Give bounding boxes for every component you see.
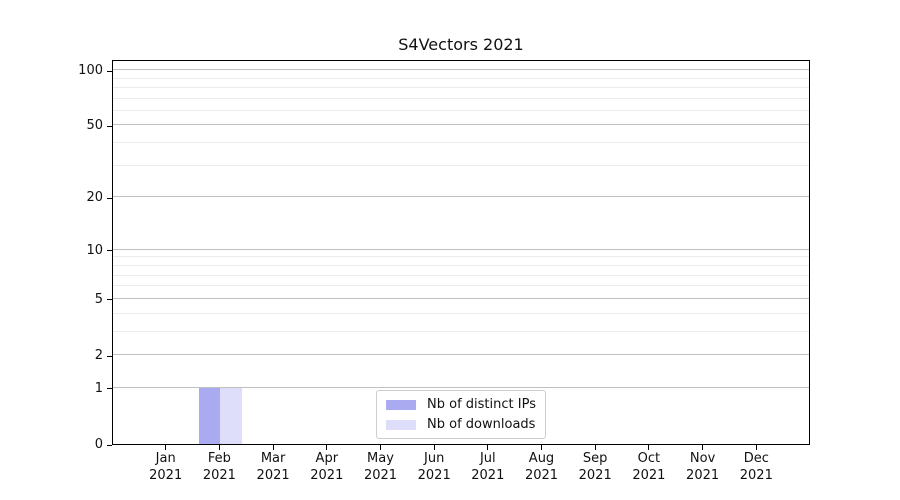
x-tick-label-year: 2021 bbox=[202, 468, 236, 483]
x-tick-dec bbox=[755, 445, 757, 450]
bar-nb-of-distinct-ips-feb bbox=[198, 387, 221, 444]
y-tick-label-10: 10 bbox=[86, 242, 103, 258]
x-tick-label-month: Sep bbox=[582, 451, 608, 466]
x-tick-aug bbox=[541, 445, 542, 450]
x-tick-label-may: May 2021 bbox=[349, 450, 413, 484]
x-tick-sep bbox=[594, 445, 596, 450]
x-tick-label-oct: Oct 2021 bbox=[617, 450, 681, 484]
y-minor-gridline-4 bbox=[113, 312, 809, 314]
x-tick-label-year: 2021 bbox=[256, 468, 290, 483]
y-minor-gridline-6 bbox=[113, 285, 809, 287]
legend-swatch-nb-of-distinct-ips bbox=[386, 399, 417, 410]
x-tick-nov bbox=[702, 445, 704, 450]
x-tick-label-year: 2021 bbox=[363, 468, 398, 483]
y-minor-gridline-70 bbox=[113, 97, 809, 99]
y-tick-2 bbox=[107, 355, 112, 357]
x-tick-label-sep: Sep 2021 bbox=[563, 450, 627, 484]
x-tick-label-month: Mar bbox=[260, 451, 286, 466]
x-tick-label-feb: Feb 2021 bbox=[187, 450, 251, 484]
y-tick-label-0: 0 bbox=[94, 437, 103, 452]
y-tick-50 bbox=[107, 125, 112, 127]
x-tick-label-month: Feb bbox=[207, 451, 231, 466]
x-tick-label-mar: Mar 2021 bbox=[241, 450, 305, 484]
y-minor-gridline-3 bbox=[113, 330, 809, 332]
y-tick-label-5: 5 bbox=[94, 291, 103, 307]
x-tick-label-year: 2021 bbox=[471, 468, 505, 483]
x-tick-label-jul: Jul 2021 bbox=[456, 450, 520, 484]
x-tick-label-month: Nov bbox=[689, 451, 716, 466]
legend-label: Nb of distinct IPs bbox=[427, 397, 536, 412]
y-minor-gridline-60 bbox=[113, 109, 809, 111]
x-tick-label-year: 2021 bbox=[578, 468, 612, 483]
x-tick-label-aug: Aug 2021 bbox=[510, 450, 574, 484]
x-tick-label-apr: Apr 2021 bbox=[295, 450, 359, 484]
x-tick-label-jan: Jan 2021 bbox=[134, 450, 198, 484]
chart-title: S4Vectors 2021 bbox=[398, 35, 524, 54]
x-tick-label-year: 2021 bbox=[417, 468, 451, 483]
y-tick-5 bbox=[107, 299, 112, 301]
y-tick-1 bbox=[107, 388, 112, 390]
x-tick-label-dec: Dec 2021 bbox=[724, 450, 788, 484]
x-tick-label-month: Jul bbox=[479, 451, 496, 466]
y-minor-gridline-8 bbox=[113, 264, 809, 266]
x-tick-label-year: 2021 bbox=[149, 468, 183, 483]
x-tick-label-month: Dec bbox=[743, 451, 769, 466]
legend: Nb of distinct IPs Nb of downloads bbox=[376, 390, 546, 439]
y-tick-20 bbox=[107, 197, 112, 199]
y-major-gridline-50 bbox=[113, 124, 809, 126]
y-minor-gridline-30 bbox=[113, 164, 809, 166]
y-tick-0 bbox=[107, 444, 112, 446]
x-tick-jun bbox=[433, 445, 435, 450]
x-tick-label-year: 2021 bbox=[524, 468, 559, 483]
y-minor-gridline-9 bbox=[113, 256, 809, 258]
x-tick-label-jun: Jun 2021 bbox=[402, 450, 466, 484]
bar-nb-of-downloads-feb bbox=[220, 387, 242, 444]
x-tick-jan bbox=[165, 445, 167, 450]
legend-row-nb-of-downloads: Nb of downloads bbox=[386, 417, 536, 432]
y-major-gridline-1 bbox=[113, 386, 809, 388]
legend-label: Nb of downloads bbox=[427, 417, 536, 432]
x-tick-label-month: Jun bbox=[424, 451, 445, 466]
plot-area bbox=[112, 60, 810, 445]
x-tick-label-month: Jan bbox=[155, 451, 176, 466]
y-major-gridline-10 bbox=[113, 248, 809, 250]
y-tick-label-2: 2 bbox=[94, 348, 103, 363]
x-tick-label-year: 2021 bbox=[686, 468, 720, 483]
x-tick-oct bbox=[648, 445, 650, 450]
y-tick-label-20: 20 bbox=[86, 190, 103, 206]
y-major-gridline-100 bbox=[113, 69, 809, 70]
x-tick-label-nov: Nov 2021 bbox=[671, 450, 735, 484]
legend-row-nb-of-distinct-ips: Nb of distinct IPs bbox=[386, 397, 536, 412]
y-tick-label-50: 50 bbox=[86, 118, 103, 134]
x-tick-label-month: Aug bbox=[528, 451, 555, 466]
x-tick-jul bbox=[487, 445, 489, 450]
y-minor-gridline-7 bbox=[113, 274, 809, 276]
x-tick-label-month: Apr bbox=[315, 451, 339, 466]
y-tick-label-1: 1 bbox=[94, 380, 103, 396]
y-minor-gridline-90 bbox=[113, 77, 809, 79]
x-tick-label-month: May bbox=[367, 451, 394, 466]
x-tick-label-year: 2021 bbox=[310, 468, 344, 483]
y-minor-gridline-80 bbox=[113, 86, 809, 88]
y-minor-gridline-40 bbox=[113, 142, 809, 144]
legend-swatch-nb-of-downloads bbox=[386, 419, 417, 430]
x-tick-feb bbox=[218, 445, 220, 450]
x-tick-label-year: 2021 bbox=[739, 468, 773, 483]
x-tick-may bbox=[380, 445, 381, 450]
y-tick-label-100: 100 bbox=[78, 63, 103, 78]
y-major-gridline-2 bbox=[113, 354, 809, 355]
y-major-gridline-20 bbox=[113, 196, 809, 198]
x-tick-mar bbox=[272, 445, 274, 450]
y-tick-10 bbox=[107, 250, 112, 252]
x-tick-label-year: 2021 bbox=[632, 468, 666, 483]
x-tick-label-month: Oct bbox=[637, 451, 661, 466]
y-major-gridline-5 bbox=[113, 297, 809, 299]
x-tick-apr bbox=[326, 445, 328, 450]
y-tick-100 bbox=[107, 70, 112, 72]
